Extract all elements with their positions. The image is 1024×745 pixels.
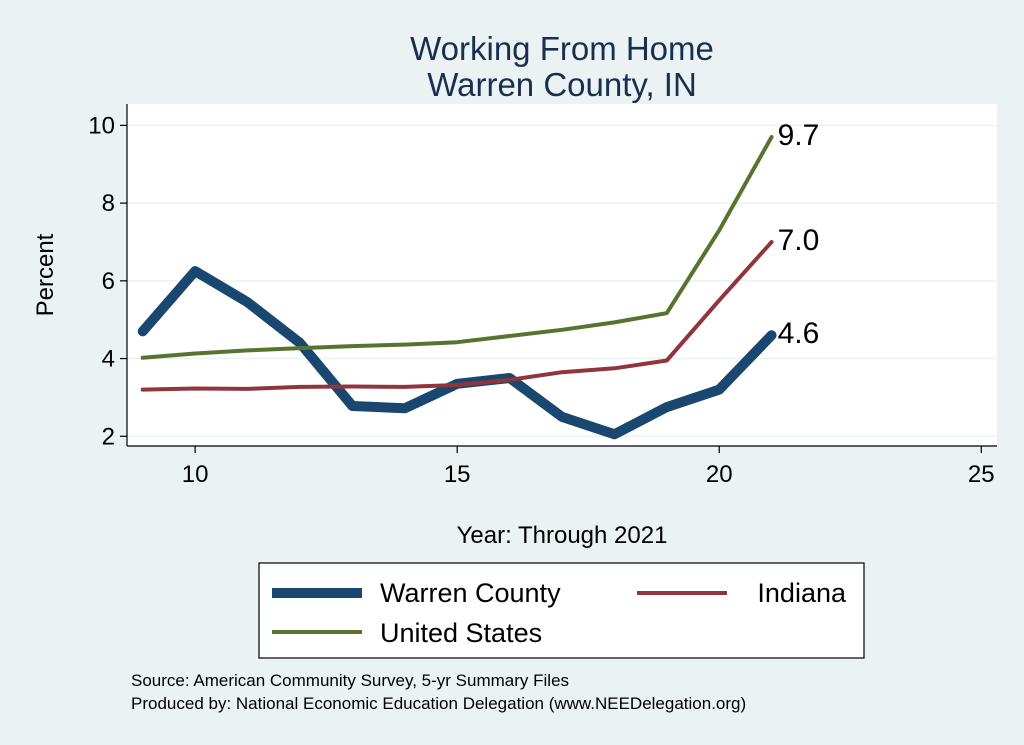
x-tick-label-25: 25 xyxy=(968,461,995,488)
end-labels: 4.6 7.0 9.7 xyxy=(778,119,820,350)
grid-lines xyxy=(127,124,997,438)
legend-label-indiana: Indiana xyxy=(757,578,847,608)
x-tick-label-10: 10 xyxy=(182,461,209,488)
y-axis-label: Percent xyxy=(32,233,59,316)
end-label-warren-county: 4.6 xyxy=(778,317,820,350)
legend-label-united-states: United States xyxy=(380,618,542,648)
x-axis-label: Year: Through 2021 xyxy=(457,522,668,549)
plot-area xyxy=(127,104,997,446)
y-tick-label-2: 2 xyxy=(102,423,115,450)
x-tick-label-20: 20 xyxy=(706,461,733,488)
legend: Warren County Indiana United States xyxy=(258,562,865,659)
produced-by-note: Produced by: National Economic Education… xyxy=(131,694,746,713)
chart-title-line-1: Working From Home xyxy=(410,30,714,67)
source-note: Source: American Community Survey, 5-yr … xyxy=(131,671,569,690)
end-label-indiana: 7.0 xyxy=(778,224,820,257)
legend-box xyxy=(258,562,865,659)
x-tick-label-15: 15 xyxy=(444,461,471,488)
tick-labels: 2 4 6 8 10 10 15 20 25 xyxy=(88,112,994,488)
series-lines xyxy=(137,135,777,440)
series-line-indiana xyxy=(140,240,774,392)
legend-label-warren-county: Warren County xyxy=(380,578,561,608)
y-tick-label-4: 4 xyxy=(102,346,115,373)
y-tick-label-6: 6 xyxy=(102,268,115,295)
axes xyxy=(120,104,997,453)
y-tick-label-10: 10 xyxy=(88,112,115,139)
chart-title-line-2: Warren County, IN xyxy=(427,66,697,103)
end-label-united-states: 9.7 xyxy=(778,119,820,152)
y-tick-label-8: 8 xyxy=(102,190,115,217)
series-line-united-states xyxy=(140,135,774,360)
